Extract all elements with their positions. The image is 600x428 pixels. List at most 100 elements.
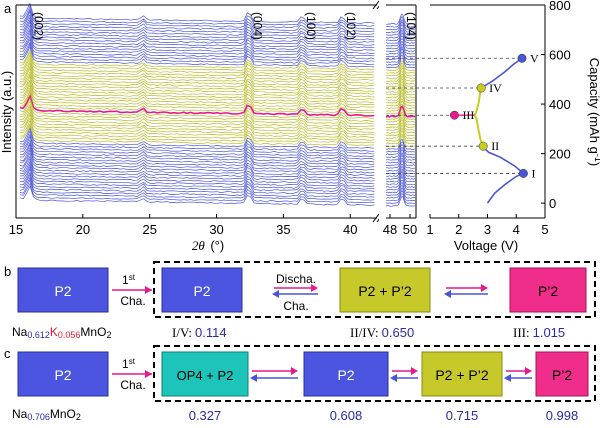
xrd-curve-12	[19, 35, 375, 57]
panel-b-arrow2-back-head	[444, 290, 451, 298]
voltage-curve-plateau	[473, 87, 485, 148]
xrd-curve-9	[19, 27, 375, 49]
xrd-zoom-curve-39	[385, 119, 416, 131]
state-marker-label-3: IV	[489, 81, 502, 95]
xrd-zoom-curve-6	[385, 29, 416, 42]
xrd-zoom-curve-60	[385, 175, 416, 188]
xrd-curve-17	[19, 49, 375, 70]
xrd-curve-19	[19, 54, 375, 76]
xrd-curve-50	[19, 139, 375, 160]
voltage-x-tick-label-3: 4	[513, 222, 520, 237]
xrd-zoom-curve-2	[385, 19, 416, 31]
xrd-zoom-curve-58	[385, 170, 415, 183]
xrd-ylabel: Intensity (a.u.)	[0, 71, 14, 153]
panel-c-box-op4	[161, 351, 249, 397]
panel-b-value-iv: I/V: 0.114	[172, 325, 227, 340]
panel-b-box-mixed	[339, 267, 431, 313]
panel-c-box-mixed	[421, 351, 503, 397]
xrd-zoom-curve-50	[385, 149, 416, 161]
xrd-zoom-curve-30	[386, 94, 416, 107]
xrd-zoom-curve-48	[385, 143, 416, 156]
panel-c-arrow-num: 1st	[122, 357, 136, 372]
xrd-zoom-curve-51	[385, 151, 416, 164]
capacity-y-tick-label-3: 600	[549, 48, 571, 63]
formula-c-na: Na	[12, 407, 28, 421]
xrd-curves	[19, 2, 375, 206]
panel-b-value-iii-roman: III:	[513, 325, 530, 340]
capacity-y-tick-label-2: 400	[549, 97, 571, 112]
formula-c-na-sub: 0.706	[27, 412, 50, 422]
xrd-curve-10	[19, 29, 375, 51]
xrd-zoom-curve-24	[386, 77, 416, 91]
panel-b-value-iv-num: 0.114	[195, 325, 227, 340]
panel-b-arrow-num-text: 1	[122, 273, 129, 287]
xrd-curve-30	[19, 84, 375, 106]
voltage-x-tick-label-0: 1	[426, 222, 433, 237]
xrd-curve-16	[19, 45, 375, 68]
state-marker-3	[476, 83, 486, 93]
xrd-zoom-curve-17	[385, 60, 416, 72]
xrd-tick-label-5: 40	[343, 222, 357, 237]
xrd-curve-51	[19, 141, 375, 163]
panel-b-first-arrowhead	[145, 286, 152, 294]
panel-c-box-p2-label: P2	[337, 367, 354, 383]
panel-b-box-p2prime-label: P’2	[538, 283, 558, 299]
xrd-zoom-curve-47	[385, 141, 416, 153]
panel-c-dashed-frame	[153, 345, 596, 402]
xrd-curve-63	[19, 173, 375, 195]
xrd-curve-13	[19, 38, 375, 60]
xrd-curve-44	[19, 122, 375, 144]
xrd-zoom-curve-19	[385, 64, 416, 77]
panel-c-box-mixed-label: P2 + P’2	[435, 367, 489, 383]
xrd-tick-label-1: 20	[76, 222, 90, 237]
xrd-zoom-tick-label-1: 50	[403, 222, 417, 237]
voltage-x-tick-label-2: 3	[484, 222, 491, 237]
xrd-curve-40	[19, 111, 375, 133]
peak-label-3: (102)	[344, 12, 358, 40]
capacity-y-tick-label-0: 0	[549, 196, 556, 211]
panel-b-discha-arrowhead	[311, 284, 318, 292]
panel-b-box-p2prime	[509, 267, 587, 313]
xrd-curve-48	[19, 133, 375, 155]
panel-c-arrow-sup: st	[129, 357, 136, 366]
xrd-zoom-curve-13	[385, 48, 416, 61]
xrd-tick-label-3: 30	[209, 222, 223, 237]
xrd-tick-label-0: 15	[9, 222, 23, 237]
panel-c-value-2: 0.715	[446, 408, 479, 423]
capacity-ylabel-main: Capacity (mAh g	[587, 58, 600, 154]
panel-b-start-box	[17, 267, 109, 313]
panel-b-value-ii-roman: II/IV:	[350, 325, 379, 340]
panel-c-label: c	[4, 346, 11, 361]
xrd-zoom-curve-10	[385, 40, 416, 53]
panel-b-cha-label: Cha.	[283, 299, 308, 313]
xrd-zoom-curve-38	[385, 116, 416, 129]
xrd-zoom-curve-12	[385, 45, 416, 58]
formula-b-k: K	[50, 325, 58, 339]
xrd-curve-47	[19, 130, 375, 152]
xrd-zoom-curve-21	[385, 70, 416, 82]
xrd-zoom-curve-22	[385, 73, 415, 85]
xrd-curve-54	[19, 149, 375, 171]
xrd-curve-60	[19, 165, 375, 187]
state-marker-label-2: III	[462, 108, 474, 122]
panel-c-arrow1-fwd-head	[291, 367, 298, 375]
voltage-curve-2	[480, 57, 523, 89]
xrd-zoom-curve-27	[385, 86, 416, 99]
xrd-curve-36	[19, 100, 375, 122]
xrd-zoom-curve-31	[386, 98, 416, 109]
state-marker-label-0: I	[531, 166, 535, 180]
panel-c-arrow-num-text: 1	[122, 357, 129, 371]
panel-c-arrow-label: Cha.	[120, 378, 145, 392]
xrd-zoom-curve-3	[385, 21, 416, 33]
xrd-zoom-curve-11	[385, 43, 416, 55]
xrd-curve-43	[19, 119, 375, 141]
xrd-curve-20	[19, 57, 375, 79]
state-marker-4	[517, 53, 527, 63]
xrd-curve-41	[19, 113, 375, 136]
xrd-zoom-curve-4	[385, 23, 416, 36]
panel-b-arrow-sup: st	[129, 273, 136, 282]
xrd-curve-56	[19, 155, 375, 176]
xrd-curve-53	[19, 146, 375, 168]
